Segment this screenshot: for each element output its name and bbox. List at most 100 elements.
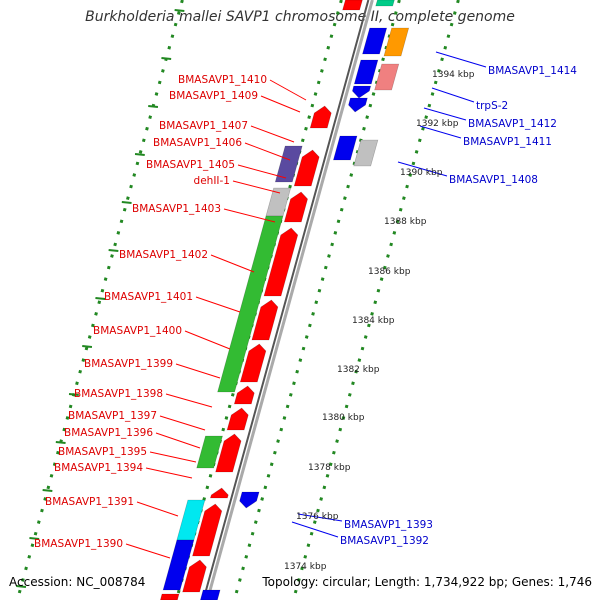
scale-tick-label: 1378 kbp: [308, 463, 351, 473]
gene-feature-20: [362, 27, 388, 55]
ruler-major-dash: [29, 537, 40, 540]
ruler-major-dash: [108, 249, 119, 252]
ruler-major-dash: [161, 57, 172, 60]
gene-feature-4: [263, 227, 299, 297]
feature-layer: [160, 0, 410, 600]
right-leader-line: [423, 107, 467, 121]
backbone-layer: [202, 0, 374, 600]
left-leader-line: [165, 393, 213, 408]
gene-feature-0: [342, 0, 363, 11]
gene-feature-12: [274, 145, 303, 183]
gene-feature-23: [239, 491, 260, 509]
left-leader-line: [244, 142, 291, 161]
left-gene-label: BMASAVP1_1391: [45, 496, 134, 508]
right-gene-label: trpS-2: [476, 100, 508, 112]
gene-feature-14: [217, 215, 284, 393]
scale-tick-label: 1382 kbp: [337, 365, 380, 375]
ruler-major-dash: [68, 393, 79, 396]
left-leader-line: [269, 79, 307, 101]
scale-tick-label: 1390 kbp: [400, 168, 443, 178]
left-gene-label: BMASAVP1_1399: [84, 358, 173, 370]
gene-feature-5: [251, 299, 279, 341]
gene-feature-22: [333, 135, 358, 161]
gene-feature-11: [182, 559, 207, 593]
ruler-major-dash: [55, 441, 66, 444]
scale-tick-layer: 1394 kbp 1392 kbp 1390 kbp 1388 kbp 1386 kbp…: [284, 70, 475, 572]
scale-tick-label: 1386 kbp: [368, 267, 411, 277]
right-leader-line: [431, 87, 475, 103]
right-leader-line: [297, 513, 343, 522]
scale-tick-label: 1376 kbp: [296, 512, 339, 522]
left-leader-line: [125, 543, 171, 559]
left-gene-label: BMASAVP1_1390: [34, 538, 123, 550]
gene-feature-8: [226, 407, 249, 431]
ruler-dotted-line: [232, 0, 401, 600]
left-gene-label: dehII-1: [194, 175, 230, 187]
left-leader-line: [237, 164, 287, 179]
ruler-major-dash: [95, 297, 106, 300]
ruler-major-dash: [82, 345, 93, 348]
right-gene-label: BMASAVP1_1411: [463, 136, 552, 148]
left-leader-line: [260, 95, 301, 113]
ruler-major-dash: [16, 585, 27, 588]
ruler-major-dash: [121, 201, 132, 204]
left-gene-label: BMASAVP1_1395: [58, 446, 147, 458]
right-gene-label: BMASAVP1_1408: [449, 174, 538, 186]
left-leader-line: [195, 296, 241, 313]
left-gene-label: BMASAVP1_1410: [178, 74, 267, 86]
gene-feature-7: [233, 385, 255, 405]
left-leader-line: [184, 330, 231, 350]
gene-feature-25: [374, 63, 400, 91]
left-leader-line: [175, 363, 221, 379]
left-gene-label: BMASAVP1_1401: [104, 291, 193, 303]
left-gene-label: BMASAVP1_1400: [93, 325, 182, 337]
gene-feature-2: [293, 149, 320, 187]
left-leader-line: [136, 501, 179, 517]
scale-tick-label: 1380 kbp: [322, 413, 365, 423]
left-gene-label: BMASAVP1_1403: [132, 203, 221, 215]
gene-feature-19: [375, 0, 395, 7]
right-label-layer: BMASAVP1_1414 trpS-2 BMASAVP1_1412 BMASAVP1…: [340, 65, 577, 547]
backbone-line-shadow: [205, 0, 374, 600]
ruler-dotted-line: [15, 0, 184, 600]
map-title: Burkholderia mallei SAVP1 chromosome II,…: [85, 9, 515, 25]
gene-feature-29: [209, 487, 229, 499]
gene-feature-27: [352, 85, 372, 99]
gene-feature-6: [239, 343, 267, 383]
genome-summary-text: Topology: circular; Length: 1,734,922 bp…: [262, 575, 592, 589]
gene-feature-26: [353, 139, 379, 167]
right-leader-line: [291, 521, 339, 538]
leader-line-layer: [125, 51, 487, 559]
left-gene-label: BMASAVP1_1396: [64, 427, 153, 439]
gene-feature-3: [283, 191, 308, 223]
gene-feature-18: [160, 593, 180, 600]
gene-feature-28: [348, 97, 368, 113]
ruler-major-dash: [174, 9, 185, 12]
right-gene-label: BMASAVP1_1393: [344, 519, 433, 531]
left-gene-label: BMASAVP1_1398: [74, 388, 163, 400]
ruler-major-dash: [148, 105, 159, 108]
right-leader-line: [397, 161, 448, 177]
gene-feature-15: [196, 435, 223, 469]
gene-feature-21: [353, 59, 379, 85]
backbone-line: [202, 0, 370, 600]
right-leader-line: [419, 125, 462, 139]
left-leader-line: [210, 254, 255, 273]
right-gene-label: BMASAVP1_1414: [488, 65, 577, 77]
gene-feature-10: [192, 503, 223, 557]
left-leader-line: [145, 467, 193, 479]
gene-feature-17: [162, 539, 195, 591]
gene-feature-1: [309, 105, 332, 129]
left-leader-line: [250, 125, 295, 143]
gene-feature-30: [200, 589, 221, 600]
gene-feature-24: [383, 27, 410, 57]
left-gene-label: BMASAVP1_1409: [169, 90, 258, 102]
left-gene-label: BMASAVP1_1402: [119, 249, 208, 261]
right-gene-label: BMASAVP1_1392: [340, 535, 429, 547]
scale-tick-label: 1374 kbp: [284, 562, 327, 572]
ruler-major-dash: [134, 153, 145, 156]
accession-text: Accession: NC_008784: [9, 575, 146, 589]
left-leader-line: [232, 180, 281, 194]
scale-tick-label: 1394 kbp: [432, 70, 475, 80]
